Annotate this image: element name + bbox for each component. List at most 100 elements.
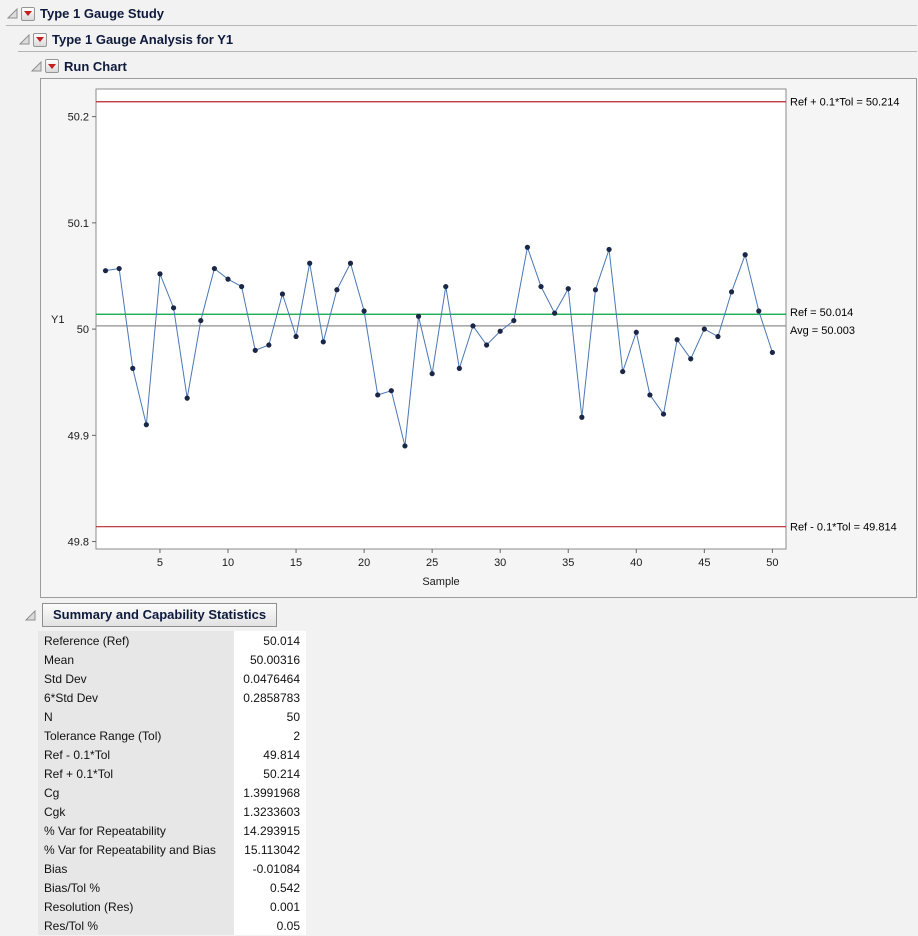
disclosure-triangle-icon[interactable] xyxy=(30,60,42,72)
red-triangle-menu-button[interactable] xyxy=(45,59,59,73)
data-point[interactable] xyxy=(388,388,394,394)
data-point[interactable] xyxy=(252,347,258,353)
disclosure-triangle-icon[interactable] xyxy=(6,8,18,20)
data-point[interactable] xyxy=(293,333,299,340)
stats-row-label: Bias xyxy=(38,859,234,878)
data-point[interactable] xyxy=(130,365,136,371)
data-point[interactable] xyxy=(688,356,694,362)
data-point[interactable] xyxy=(443,283,449,290)
data-point[interactable] xyxy=(538,283,544,290)
data-point[interactable] xyxy=(715,333,721,340)
data-point[interactable] xyxy=(701,326,707,332)
data-point[interactable] xyxy=(143,422,149,428)
stats-row: Std Dev 0.0476464 xyxy=(38,669,306,688)
data-point[interactable] xyxy=(170,305,177,311)
red-triangle-menu-button[interactable] xyxy=(21,6,35,21)
data-point[interactable] xyxy=(266,342,272,348)
stats-row: % Var for Repeatability and Bias 15.11304… xyxy=(38,840,306,859)
data-point[interactable] xyxy=(565,286,571,292)
data-point[interactable] xyxy=(579,414,585,420)
data-point[interactable] xyxy=(184,395,190,401)
data-point[interactable] xyxy=(415,313,422,319)
data-point[interactable] xyxy=(552,310,558,316)
data-point[interactable] xyxy=(647,392,653,398)
data-point[interactable] xyxy=(198,317,204,324)
x-tick-label: 10 xyxy=(222,557,234,569)
outline-node-gauge-study: Type 1 Gauge Study xyxy=(6,2,917,26)
stats-row-label: N xyxy=(38,707,234,726)
red-triangle-icon xyxy=(24,11,32,16)
stats-row-value: -0.01084 xyxy=(234,859,306,878)
data-point[interactable] xyxy=(239,283,245,290)
data-point[interactable] xyxy=(102,268,109,274)
reference-line-label: Ref + 0.1*Tol = 50.214 xyxy=(790,97,899,109)
stats-table: Reference (Ref) 50.014 Mean 50.00316 Std Dev… xyxy=(38,631,306,935)
data-point[interactable] xyxy=(320,339,326,345)
x-tick-label: 5 xyxy=(157,557,163,569)
data-point[interactable] xyxy=(756,308,762,314)
data-point[interactable] xyxy=(592,287,599,293)
data-point[interactable] xyxy=(361,308,367,314)
stats-row-label: Ref - 0.1*Tol xyxy=(38,745,234,764)
x-tick-label: 20 xyxy=(358,557,370,569)
stats-row-value: 50.214 xyxy=(234,764,306,783)
data-point[interactable] xyxy=(633,329,639,335)
stats-row-value: 50.00316 xyxy=(234,650,306,669)
data-point[interactable] xyxy=(470,323,476,329)
stats-row-label: % Var for Repeatability and Bias xyxy=(38,840,234,859)
stats-row: Ref + 0.1*Tol 50.214 xyxy=(38,764,306,783)
data-point[interactable] xyxy=(375,392,381,398)
data-point[interactable] xyxy=(497,328,503,334)
outline-node-stats: Summary and Capability Statistics xyxy=(24,603,278,627)
data-point[interactable] xyxy=(211,265,218,272)
data-point[interactable] xyxy=(347,260,354,266)
data-point[interactable] xyxy=(334,287,340,293)
outline-node-run-chart: Run Chart xyxy=(30,54,917,78)
data-point[interactable] xyxy=(456,365,462,371)
run-chart[interactable]: 49.8 49.9 50 50.1 50.2 5 10 15 20 25 30 35 40 45 50 Ref… xyxy=(41,79,915,596)
x-tick-label: 25 xyxy=(426,557,438,569)
data-point[interactable] xyxy=(728,289,735,295)
stats-row-label: Reference (Ref) xyxy=(38,631,234,650)
y-tick-label: 49.8 xyxy=(68,537,89,549)
disclosure-triangle-icon[interactable] xyxy=(18,34,30,46)
data-point[interactable] xyxy=(116,265,122,272)
data-point[interactable] xyxy=(620,368,626,375)
stats-row-label: Bias/Tol % xyxy=(38,878,234,897)
reference-line-label: Ref = 50.014 xyxy=(790,307,853,319)
x-axis-label: Sample xyxy=(422,576,459,588)
stats-row: Reference (Ref) 50.014 xyxy=(38,631,306,650)
data-point[interactable] xyxy=(606,246,612,253)
data-line xyxy=(105,245,773,447)
data-point[interactable] xyxy=(524,244,531,250)
data-point[interactable] xyxy=(483,342,490,348)
disclosure-triangle-icon[interactable] xyxy=(24,609,36,621)
stats-row-value: 1.3991968 xyxy=(234,783,306,802)
stats-row: Bias -0.01084 xyxy=(38,859,306,878)
x-tick-label: 15 xyxy=(290,557,302,569)
stats-row-value: 15.113042 xyxy=(234,840,306,859)
x-tick-label: 35 xyxy=(562,557,574,569)
y-tick-label: 49.9 xyxy=(68,430,89,442)
outline-title-gauge-study[interactable]: Type 1 Gauge Study xyxy=(40,6,165,21)
data-point[interactable] xyxy=(674,337,680,343)
data-point[interactable] xyxy=(742,252,748,258)
outline-title-run-chart[interactable]: Run Chart xyxy=(64,58,127,74)
data-point[interactable] xyxy=(511,317,517,324)
data-point[interactable] xyxy=(157,271,163,277)
stats-row: % Var for Repeatability 14.293915 xyxy=(38,821,306,840)
y-tick-label: 50.1 xyxy=(68,218,89,230)
data-point[interactable] xyxy=(279,291,286,297)
data-point[interactable] xyxy=(660,411,667,417)
data-point[interactable] xyxy=(402,443,408,449)
data-point[interactable] xyxy=(225,276,231,282)
data-point[interactable] xyxy=(769,349,775,356)
stats-section-title[interactable]: Summary and Capability Statistics xyxy=(42,603,278,627)
data-point[interactable] xyxy=(429,371,435,377)
data-point[interactable] xyxy=(307,260,313,266)
stats-row-label: Res/Tol % xyxy=(38,916,234,935)
outline-title-gauge-analysis[interactable]: Type 1 Gauge Analysis for Y1 xyxy=(52,32,234,47)
red-triangle-menu-button[interactable] xyxy=(33,32,47,47)
stats-row: Cg 1.3991968 xyxy=(38,783,306,802)
reference-line-label: Ref - 0.1*Tol = 49.814 xyxy=(790,522,897,534)
